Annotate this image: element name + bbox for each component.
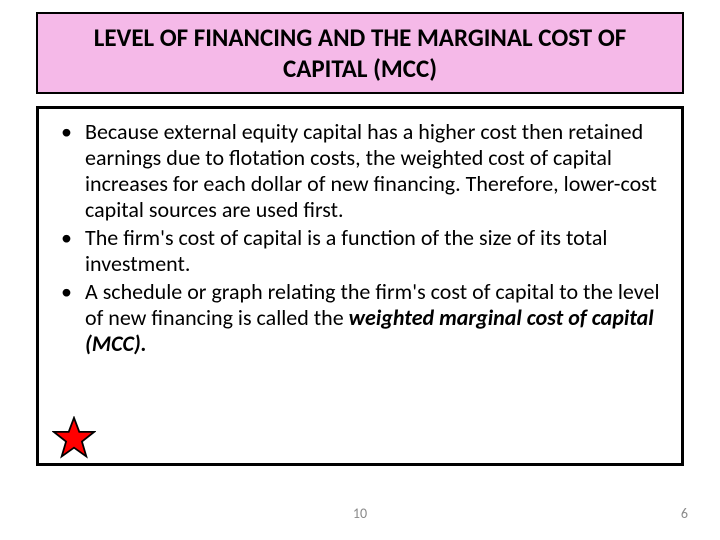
content-box: Because external equity capital has a hi… <box>36 106 684 466</box>
slide-number: 6 <box>681 505 688 522</box>
page-number: 10 <box>353 505 367 522</box>
bullet-item: The firm's cost of capital is a function… <box>57 225 663 277</box>
slide-title: LEVEL OF FINANCING AND THE MARGINAL COST… <box>50 22 670 85</box>
bullet-text: The firm's cost of capital is a function… <box>85 224 607 277</box>
bullet-list: Because external equity capital has a hi… <box>57 119 663 357</box>
bullet-item: A schedule or graph relating the firm's … <box>57 279 663 357</box>
star-icon <box>52 416 96 460</box>
bullet-text: Because external equity capital has a hi… <box>85 118 657 223</box>
bullet-item: Because external equity capital has a hi… <box>57 119 663 223</box>
title-box: LEVEL OF FINANCING AND THE MARGINAL COST… <box>36 12 684 94</box>
